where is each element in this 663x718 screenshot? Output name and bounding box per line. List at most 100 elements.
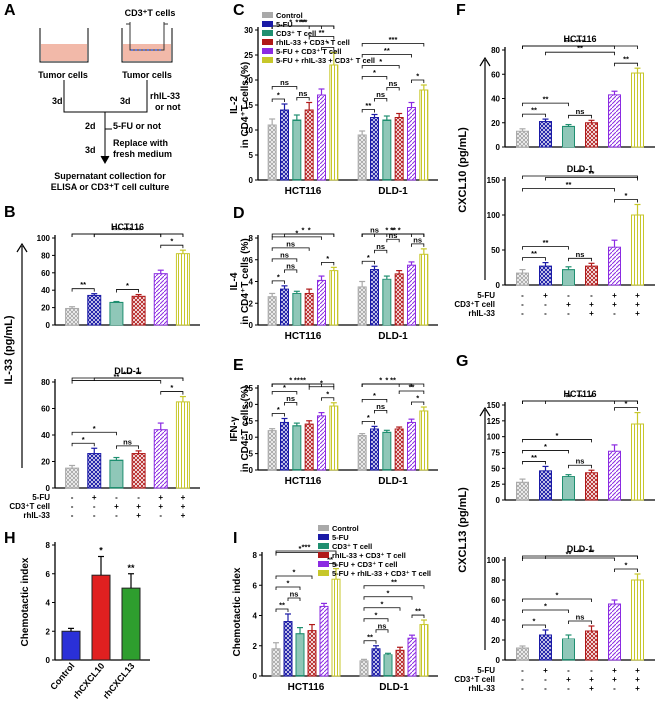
panel-b-condition-sign: + xyxy=(136,502,141,511)
panel-f-ylabel: CXCL10 (pg/mL) xyxy=(457,127,469,213)
panel-g-dld1-ytick-label: 100 xyxy=(487,556,501,565)
schematic-collect-2: ELISA or CD3⁺T cell culture xyxy=(50,182,170,192)
panel-b-hct116-ytick-label: 80 xyxy=(41,251,50,260)
panel-c-significance-label: * xyxy=(289,18,292,27)
panel-g-hct116-significance-label: ** xyxy=(577,393,583,402)
panel-g-dld1-bar xyxy=(516,647,529,661)
panel-i-significance-bracket xyxy=(275,586,301,590)
panel-f-hct116-bar xyxy=(585,122,598,148)
panel-g-dld1-significance-label: ** xyxy=(566,550,572,559)
panel-g-dld1-bar xyxy=(585,630,598,661)
panel-h-ylabel: Chemotactic index xyxy=(20,557,31,646)
panel-b-hct116-bar xyxy=(131,295,146,326)
panel-c-significance-label: *** xyxy=(299,18,308,27)
panel-b-dld1-bar xyxy=(131,453,146,489)
panel-c-significance-label: *** xyxy=(389,35,398,44)
panel-b-dld1-significance-bracket xyxy=(116,445,139,449)
panel-d-bar xyxy=(329,270,339,326)
panel-g-dld1-ytick-label: 80 xyxy=(491,576,500,585)
panel-f-dld1-significance-bracket xyxy=(522,175,638,179)
panel-d-significance-label: ns xyxy=(376,242,385,251)
panel-d-bar xyxy=(292,292,302,326)
panel-b-hct116-significance-label: ** xyxy=(136,226,142,235)
panel-c-bar xyxy=(304,109,314,181)
schematic-rhil33: rhIL-33 xyxy=(150,91,181,101)
panel-c-ytick-label: 10 xyxy=(244,126,253,135)
schematic-or-not: or not xyxy=(155,102,181,112)
panel-d-significance-label: ns xyxy=(286,261,295,270)
panel-f-hct116-significance-label: ns xyxy=(576,107,585,116)
panel-g-condition-sign: + xyxy=(543,666,548,675)
panel-i-legend-label: 5-FU + CD3⁺ T cell xyxy=(332,560,397,569)
panel-c-bar xyxy=(394,117,404,181)
panel-label-e: E xyxy=(233,357,244,374)
panel-i-significance-bracket xyxy=(375,629,389,633)
schematic-day2: 2d xyxy=(85,121,96,131)
panel-c-legend-swatch xyxy=(262,21,273,27)
panel-b-dld1-significance-bracket xyxy=(71,377,184,381)
panel-f-dld1-title: DLD-1 xyxy=(567,164,594,174)
panel-e-significance-label: ns xyxy=(286,394,295,403)
panel-b-dld1-ytick-label: 60 xyxy=(41,405,50,414)
panel-b-condition-sign: - xyxy=(159,511,162,520)
panel-b-hct116-significance-label: *** xyxy=(112,226,121,235)
panel-d-bar xyxy=(304,292,314,326)
panel-g-condition-sign: - xyxy=(544,675,547,684)
panel-g-hct116-bar xyxy=(539,470,552,501)
panel-e-bar xyxy=(370,428,379,471)
panel-b-condition-sign: + xyxy=(136,511,141,520)
panel-f-hct116-significance-bracket xyxy=(522,113,546,118)
panel-b-dld1-bar xyxy=(65,467,80,489)
panel-c-legend-label: rhIL-33 + CD3⁺ T cell xyxy=(276,38,350,47)
panel-d-significance-bracket xyxy=(361,260,375,265)
panel-c-significance-label: ** xyxy=(319,28,325,37)
panel-c-legend-label: Control xyxy=(276,11,303,20)
panel-e-bar xyxy=(280,421,289,471)
schematic-5fu: 5-FU or not xyxy=(113,121,161,131)
panel-d-ytick-label: 4 xyxy=(249,278,254,287)
panel-i-legend-swatch xyxy=(318,552,329,558)
panel-f-condition-sign: - xyxy=(521,291,524,300)
panel-f-dld1-bar xyxy=(516,272,529,286)
panel-e-bar xyxy=(407,421,416,471)
panel-d-significance-bracket xyxy=(271,258,298,262)
panel-i-legend-label: 5-FU xyxy=(332,533,349,542)
panel-i-group-label: HCT116 xyxy=(288,682,325,693)
panel-b-condition-sign: + xyxy=(158,493,163,502)
panel-c-legend-swatch xyxy=(262,57,273,63)
panel-f-dld1-bar xyxy=(562,269,575,286)
panel-i-bar xyxy=(295,633,305,677)
panel-i-bar xyxy=(283,621,293,677)
panel-b-condition-sign: - xyxy=(137,493,140,502)
schematic-replace-2: fresh medium xyxy=(113,149,173,159)
panel-label-h: H xyxy=(4,530,16,547)
panel-i-significance-label: ns xyxy=(290,589,299,598)
panel-g-dld1-significance-label: ns xyxy=(576,613,585,622)
panel-g-hct116-ytick-label: 100 xyxy=(487,433,501,442)
panel-i-significance-label: ns xyxy=(378,621,387,630)
panel-b-dld1-bar xyxy=(175,401,190,489)
panel-g-dld1-significance-label: * xyxy=(533,617,536,626)
panel-g-condition-sign: + xyxy=(589,675,594,684)
panel-c-bar xyxy=(370,117,379,181)
panel-d-significance-label: ns xyxy=(286,239,295,248)
panel-g-dld1-bar xyxy=(631,579,644,661)
panel-g-hct116-significance-label: * xyxy=(625,399,628,408)
panel-g-hct116-ytick-label: 25 xyxy=(491,480,500,489)
panel-e-bar xyxy=(382,431,392,471)
panel-c-legend-swatch xyxy=(262,30,273,36)
panel-d-bar xyxy=(370,269,379,326)
panel-i-significance-label: ** xyxy=(391,577,397,586)
panel-f-axis-arrow xyxy=(479,56,491,280)
panel-c-significance-label: ns xyxy=(389,79,398,88)
panel-c-bar xyxy=(329,64,339,181)
panel-g-condition-sign: - xyxy=(567,666,570,675)
panel-c-significance-label: ** xyxy=(384,46,390,55)
panel-e-significance-bracket xyxy=(271,383,335,387)
panel-e-significance-label: * xyxy=(373,391,376,400)
panel-c-ytick-label: 20 xyxy=(244,76,253,85)
panel-b-dld1-bar xyxy=(109,459,124,489)
panel-g-hct116-ytick-label: 150 xyxy=(487,401,501,410)
panel-c-significance-label: * xyxy=(416,72,419,81)
panel-g-condition-sign: + xyxy=(612,666,617,675)
